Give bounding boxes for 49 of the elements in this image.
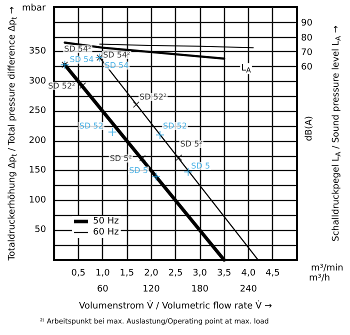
data-label: SD 52² — [140, 92, 167, 102]
y-tick-label: 150 — [28, 166, 46, 176]
y-tick-label: 200 — [28, 136, 46, 146]
data-label: SD 5² — [180, 139, 202, 148]
point — [152, 172, 160, 181]
data-label: SD 5² — [110, 154, 132, 164]
x2-tick-label: 180 — [191, 284, 209, 294]
point — [156, 130, 164, 139]
point — [176, 154, 182, 161]
y2-tick-label: 80 — [301, 33, 313, 44]
x-tick-label: 3,5 — [216, 268, 232, 278]
point — [108, 128, 116, 136]
x-tick-label: 2,0 — [144, 268, 159, 278]
data-label: SD 54² — [64, 44, 92, 54]
y2-tick-label: 60 — [301, 62, 313, 72]
y-tick-label: 300 — [28, 76, 46, 86]
x-tick-label: 0,5 — [71, 268, 86, 278]
x-tick-label: 1,0 — [96, 268, 110, 278]
x-tick-label: 3,0 — [192, 268, 208, 278]
point — [133, 101, 140, 108]
x-tick-label: 2,5 — [168, 268, 183, 278]
x-tick-label: 4,0 — [241, 268, 256, 278]
x2-tick-label: 120 — [142, 284, 160, 294]
y2-tick-label: 70 — [301, 48, 313, 58]
data-label: SD 54 — [70, 55, 94, 64]
x2-axis-title: m³/h — [309, 274, 330, 284]
point — [184, 168, 192, 176]
x-tick-label: 1,5 — [120, 268, 134, 278]
text: m³/min — [311, 264, 344, 274]
data-label: SD 5 — [129, 166, 148, 176]
y2-tick-label: 90 — [301, 18, 313, 29]
legend-label: 60 Hz — [93, 228, 120, 238]
x-axis-title: Volumenstrom V̇ / Volumetric flow rate V̇ → — [79, 300, 273, 312]
data-label: SD 54 — [104, 61, 129, 70]
data-label: SD 54² — [103, 50, 130, 60]
data-label: SD 52² — [48, 81, 76, 90]
y-tick-label: 50 — [34, 225, 46, 236]
text: dB(A) — [304, 116, 314, 142]
x2-tick-label: 60 — [96, 284, 109, 294]
y-tick-label: 350 — [28, 46, 46, 57]
legend-label: 50 Hz — [93, 216, 120, 226]
data-label: SD 52 — [162, 121, 187, 130]
x2-tick-label: 240 — [240, 284, 258, 294]
data-label: SD 52 — [79, 122, 104, 131]
data-label: SD 5 — [191, 161, 210, 170]
x-tick-label: 4,5 — [266, 268, 280, 278]
y-tick-label: 250 — [28, 106, 46, 116]
y-tick-label: 100 — [28, 195, 46, 206]
text: mbar — [22, 4, 46, 14]
